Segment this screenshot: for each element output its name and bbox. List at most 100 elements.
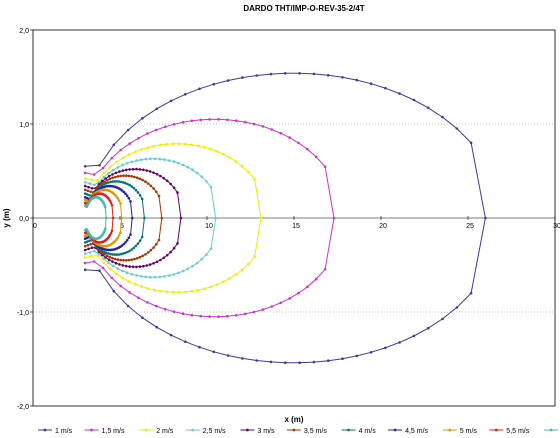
data-point (83, 248, 87, 252)
data-point (155, 172, 159, 176)
data-point (126, 182, 129, 186)
data-point (124, 174, 128, 177)
data-point (116, 175, 120, 178)
data-point (284, 72, 287, 75)
chart-title: DARDO THT/IMP-O-REV-35-2/4T (243, 4, 364, 13)
data-point (226, 314, 229, 318)
legend-item: 2,5 m/s (185, 428, 226, 435)
data-point (176, 191, 179, 194)
data-point (144, 253, 147, 256)
data-point (104, 216, 108, 220)
data-point (184, 340, 187, 344)
data-point (83, 165, 87, 168)
x-axis-label: x (m) (284, 415, 303, 424)
data-point (195, 261, 199, 265)
data-point (107, 252, 110, 255)
data-point (177, 161, 180, 165)
data-point (127, 280, 131, 283)
legend-marker (549, 428, 553, 432)
data-point (190, 313, 194, 317)
data-point (288, 297, 291, 300)
data-point (228, 277, 231, 280)
data-point (128, 265, 131, 268)
data-point (384, 86, 387, 90)
data-point (195, 171, 199, 175)
data-point (222, 280, 225, 284)
legend-label: 2 m/s (156, 428, 174, 435)
data-point (88, 194, 91, 197)
data-point (247, 262, 250, 266)
data-point (125, 239, 129, 242)
data-point (144, 157, 148, 161)
data-point (98, 164, 101, 167)
y-tick-label: 2,0 (19, 28, 29, 35)
legend-label: 5 m/s (460, 428, 478, 435)
data-point (269, 72, 273, 76)
data-point (209, 285, 212, 289)
y-axis-label: y (m) (2, 208, 11, 227)
data-point (138, 255, 142, 259)
data-point (163, 307, 167, 311)
data-point (323, 165, 327, 168)
data-point (125, 271, 129, 275)
data-point (83, 192, 87, 195)
series-1 (83, 72, 487, 365)
data-point (114, 257, 117, 261)
data-point (133, 257, 136, 261)
x-tick-label: 30 (553, 223, 560, 230)
data-point (455, 127, 459, 130)
data-point (208, 118, 211, 121)
data-point (118, 263, 121, 266)
data-point (109, 165, 112, 169)
data-point (114, 171, 118, 175)
data-point (163, 158, 166, 161)
data-point (124, 241, 127, 244)
data-point (104, 227, 107, 230)
legend-label: 1,5 m/s (102, 428, 125, 435)
data-point (172, 186, 176, 190)
data-point (139, 158, 143, 161)
data-point (135, 176, 139, 179)
data-point (130, 175, 133, 178)
data-point (209, 247, 213, 251)
legend-marker (347, 428, 350, 432)
data-point (83, 237, 87, 240)
data-point (217, 118, 220, 121)
data-point (241, 76, 244, 79)
data-point (160, 216, 164, 220)
data-point (146, 301, 149, 304)
data-point (90, 178, 93, 182)
data-point (139, 275, 143, 278)
data-point (127, 258, 131, 262)
data-point (145, 169, 148, 172)
data-point (93, 183, 96, 187)
legend-marker (448, 428, 452, 432)
legend-label: 1 m/s (55, 428, 73, 435)
legend-item: 4,5 m/s (388, 428, 429, 435)
data-point (181, 121, 185, 124)
data-point (141, 254, 144, 258)
data-point (103, 252, 106, 256)
data-point (83, 252, 87, 255)
data-point (107, 174, 111, 178)
data-point (105, 254, 109, 258)
data-point (203, 287, 206, 291)
data-point (243, 312, 247, 316)
data-point (149, 157, 152, 161)
data-point (121, 276, 125, 280)
data-point (186, 267, 189, 271)
data-point (135, 274, 138, 277)
data-point (97, 252, 101, 256)
data-point (205, 180, 208, 183)
data-point (215, 150, 219, 153)
legend-label: 3,5 m/s (304, 428, 327, 435)
data-point (107, 261, 110, 265)
y-tick-label: -2,0 (17, 404, 29, 411)
data-point (128, 168, 131, 171)
data-point (124, 259, 128, 262)
data-point (126, 304, 130, 308)
data-point (270, 305, 274, 308)
data-point (116, 236, 120, 239)
data-point (103, 203, 106, 207)
data-point (341, 76, 344, 79)
